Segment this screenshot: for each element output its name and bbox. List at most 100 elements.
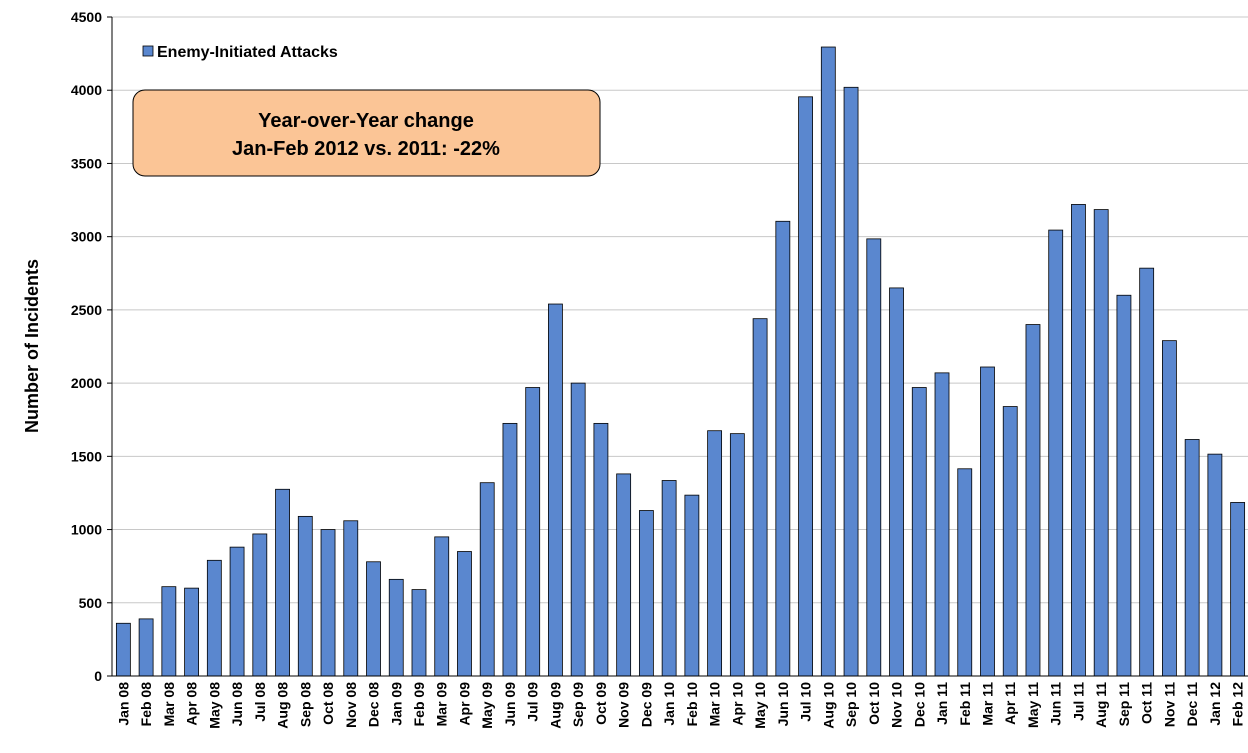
- bar: [184, 587, 199, 677]
- x-tick-label: Dec 08: [366, 682, 382, 727]
- bar: [889, 287, 904, 677]
- x-tick-label: Jan 09: [388, 682, 404, 726]
- bar: [1139, 267, 1155, 677]
- x-tick-label: Mar 09: [434, 682, 450, 727]
- bar: [1162, 340, 1177, 677]
- x-tick-label: Sep 08: [297, 682, 313, 727]
- x-tick-label: Mar 11: [979, 682, 995, 726]
- x-tick-label: Jun 08: [229, 682, 245, 727]
- x-tick-label: Feb 09: [411, 682, 427, 727]
- bars: [115, 46, 1246, 677]
- x-tick-label: Apr 10: [729, 682, 745, 726]
- bar: [661, 480, 677, 677]
- x-tick-label: Feb 10: [684, 682, 700, 727]
- x-tick-label: Oct 10: [866, 682, 882, 725]
- y-tick-label: 3500: [71, 155, 102, 171]
- x-tick-label: Jul 08: [252, 682, 268, 722]
- bar: [593, 422, 609, 677]
- bar: [138, 618, 154, 677]
- x-tick-label: Mar 08: [161, 682, 177, 727]
- x-tick-label: Jan 08: [115, 682, 131, 726]
- bar: [684, 494, 700, 677]
- bar: [843, 86, 859, 677]
- x-tick-label: Aug 11: [1093, 682, 1109, 728]
- bar: [1207, 453, 1223, 677]
- bar: [729, 433, 745, 677]
- x-tick-label: Mar 10: [707, 682, 723, 727]
- y-tick-label: 2500: [71, 302, 102, 318]
- bar: [1048, 229, 1064, 677]
- x-tick-label: Dec 09: [638, 682, 654, 727]
- x-tick-label: Nov 08: [343, 682, 359, 728]
- x-axis-ticks: Jan 08 Feb 08 Mar 08 Apr 08 May 08 Jun 08 Jul …: [115, 682, 1245, 729]
- x-tick-label: Nov 11: [1161, 682, 1177, 727]
- bar: [229, 546, 245, 677]
- x-tick-label: Jul 09: [525, 682, 541, 722]
- x-tick-label: Feb 12: [1230, 682, 1246, 727]
- callout-line-2: Jan-Feb 2012 vs. 2011: -22%: [232, 138, 500, 160]
- x-tick-label: Apr 08: [184, 682, 200, 726]
- x-tick-label: Jan 10: [661, 682, 677, 726]
- bar: [752, 318, 768, 677]
- x-tick-label: Nov 10: [889, 682, 905, 728]
- bar: [502, 422, 518, 677]
- bar: [957, 468, 973, 677]
- x-tick-label: Jun 10: [775, 682, 791, 727]
- bar: [479, 482, 495, 677]
- bar: [411, 589, 427, 677]
- x-tick-label: Oct 09: [593, 682, 609, 725]
- bar: [388, 578, 404, 677]
- bar: [866, 238, 882, 677]
- yoy-callout: Year-over-Year change Jan-Feb 2012 vs. 2…: [132, 89, 601, 177]
- x-tick-label: May 08: [206, 682, 222, 729]
- x-tick-label: May 11: [1025, 682, 1041, 728]
- x-tick-label: May 10: [752, 682, 768, 729]
- x-tick-label: May 09: [479, 682, 495, 729]
- bar: [1184, 439, 1200, 677]
- x-tick-label: Jan 11: [934, 682, 950, 725]
- bar: [1071, 204, 1086, 677]
- bar: [115, 622, 131, 677]
- bar: [980, 366, 995, 677]
- x-tick-label: Apr 09: [456, 682, 472, 726]
- x-tick-label: Aug 09: [547, 682, 563, 729]
- y-axis-label: Number of Incidents: [22, 259, 42, 433]
- x-tick-label: Jun 11: [1048, 682, 1064, 726]
- x-tick-label: Jun 09: [502, 682, 518, 727]
- bar: [457, 551, 472, 677]
- x-tick-label: Jul 11: [1070, 682, 1086, 721]
- bar: [320, 529, 336, 677]
- bar: [434, 536, 450, 677]
- bar: [1093, 209, 1109, 677]
- x-tick-label: Sep 11: [1116, 682, 1132, 727]
- legend: Enemy-Initiated Attacks: [142, 44, 338, 61]
- bar: [161, 586, 177, 677]
- bar: [798, 96, 813, 677]
- bar: [1002, 406, 1018, 677]
- legend-label: Enemy-Initiated Attacks: [157, 44, 338, 61]
- x-tick-label: Nov 09: [616, 682, 632, 728]
- bar: [1230, 502, 1246, 677]
- y-tick-label: 0: [94, 668, 102, 684]
- bar: [206, 559, 222, 677]
- x-tick-label: Dec 11: [1184, 682, 1200, 727]
- bar: [525, 387, 541, 677]
- bar: [707, 430, 723, 677]
- bar: [275, 488, 290, 677]
- x-tick-label: Sep 10: [843, 682, 859, 727]
- y-tick-label: 1000: [71, 522, 102, 538]
- bar: [1025, 324, 1041, 677]
- x-tick-label: Feb 11: [957, 682, 973, 726]
- x-tick-label: Oct 11: [1139, 682, 1155, 724]
- x-tick-label: Apr 11: [1002, 682, 1018, 725]
- y-tick-label: 1500: [71, 448, 102, 464]
- bar: [548, 303, 563, 677]
- x-tick-label: Oct 08: [320, 682, 336, 725]
- callout-line-1: Year-over-Year change: [258, 110, 474, 132]
- x-tick-label: Jan 12: [1207, 682, 1223, 726]
- bar: [638, 510, 654, 677]
- bar: [297, 515, 313, 677]
- bar: [343, 520, 359, 677]
- y-tick-label: 3000: [71, 229, 102, 245]
